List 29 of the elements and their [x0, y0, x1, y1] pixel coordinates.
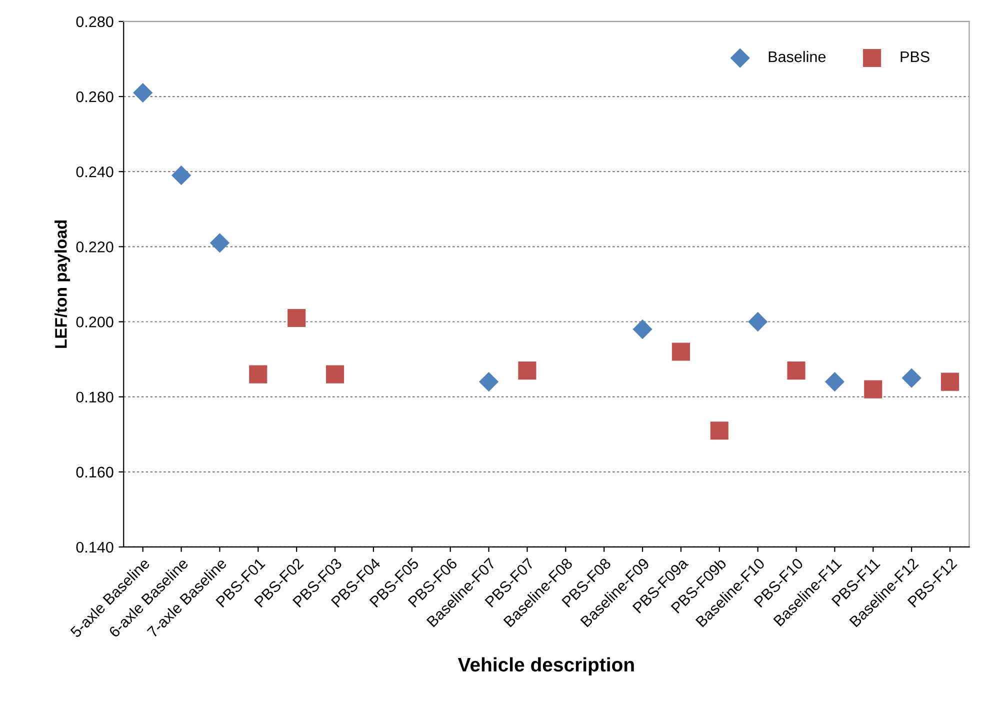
point: [133, 82, 153, 103]
point: [478, 372, 499, 392]
point: [210, 233, 230, 253]
y-tick-label: 0.220: [76, 242, 114, 252]
legend-label: PBS: [900, 51, 930, 62]
y-tick-label: 0.240: [76, 166, 114, 178]
point: [864, 380, 882, 398]
point: [171, 166, 192, 186]
point: [288, 308, 306, 328]
y-tick-label: 0.140: [76, 542, 114, 553]
point: [672, 342, 690, 361]
y-tick-label: 0.200: [76, 316, 114, 328]
y-tick-label: 0.280: [76, 16, 114, 28]
point: [632, 319, 652, 340]
legend-label: Baseline: [768, 50, 826, 62]
point: [326, 365, 344, 384]
y-tick-label: 0.180: [76, 392, 114, 403]
point: [902, 368, 922, 388]
point: [518, 362, 536, 380]
point: [787, 362, 806, 380]
point: [710, 422, 728, 440]
point: [824, 372, 845, 392]
y-tick-label: 0.160: [76, 466, 114, 478]
point: [249, 365, 268, 384]
point: [940, 372, 960, 391]
y-axis-title: LEF/ton payload: [54, 220, 70, 348]
x-axis-title: Vehicle description: [458, 657, 634, 676]
point: [748, 312, 768, 332]
y-tick-label: 0.260: [76, 91, 114, 102]
